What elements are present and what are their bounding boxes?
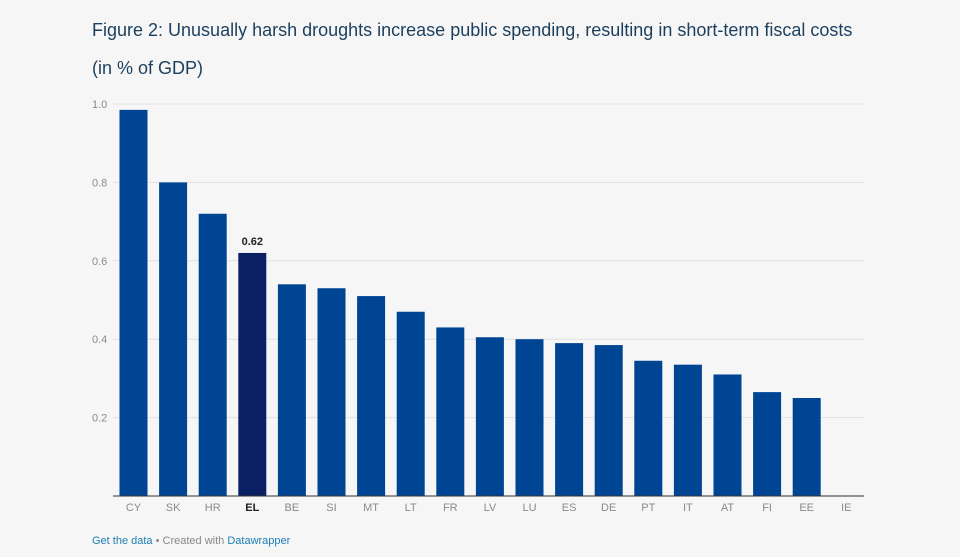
chart-subtitle: (in % of GDP) [92, 58, 204, 78]
bar-lv [475, 337, 504, 496]
footer: Get the data • Created with Datawrapper [92, 535, 290, 547]
x-tick-label: PT [641, 502, 655, 514]
get-data-link[interactable]: Get the data [92, 535, 153, 547]
bar-el [238, 252, 267, 496]
datawrapper-link[interactable]: Datawrapper [227, 535, 291, 547]
bar-pt [634, 360, 663, 496]
bar-it [673, 364, 702, 496]
bar-hr [198, 213, 227, 496]
y-tick-label: 1.0 [92, 99, 107, 111]
bar-lt [396, 311, 425, 496]
x-tick-label: AT [721, 502, 735, 514]
bar-sk [159, 182, 188, 496]
bar-be [277, 284, 306, 496]
x-tick-label: IE [841, 502, 851, 514]
bar-at [713, 374, 742, 496]
x-tick-label: FR [443, 502, 458, 514]
bar-es [555, 343, 584, 496]
bar-cy [119, 109, 148, 496]
x-tick-label: CY [126, 502, 142, 514]
bar-lu [515, 339, 544, 496]
x-tick-label: FI [762, 502, 772, 514]
x-tick-label: BE [285, 502, 300, 514]
bar-si [317, 288, 346, 496]
x-tick-label: EE [799, 502, 814, 514]
data-label: 0.62 [242, 236, 263, 248]
x-tick-label: DE [601, 502, 616, 514]
bar-fi [753, 392, 782, 496]
y-tick-label: 0.4 [92, 334, 107, 346]
chart-title: Figure 2: Unusually harsh droughts incre… [92, 20, 853, 40]
x-tick-label: SI [326, 502, 336, 514]
bar-ee [792, 398, 821, 496]
x-tick-label: SK [166, 502, 181, 514]
bar-mt [357, 296, 386, 496]
x-tick-label: IT [683, 502, 693, 514]
x-tick-label: HR [205, 502, 221, 514]
bar-de [594, 345, 623, 496]
x-tick-label: LU [522, 502, 536, 514]
x-tick-label: MT [363, 502, 379, 514]
x-tick-label: LT [405, 502, 417, 514]
footer-separator: • Created with [152, 535, 228, 547]
y-tick-label: 0.8 [92, 177, 107, 189]
x-tick-label: EL [245, 502, 259, 514]
y-tick-label: 0.2 [92, 413, 107, 425]
x-tick-label: ES [562, 502, 577, 514]
y-tick-label: 0.6 [92, 256, 107, 268]
x-tick-label: LV [484, 502, 497, 514]
bar-fr [436, 327, 465, 496]
